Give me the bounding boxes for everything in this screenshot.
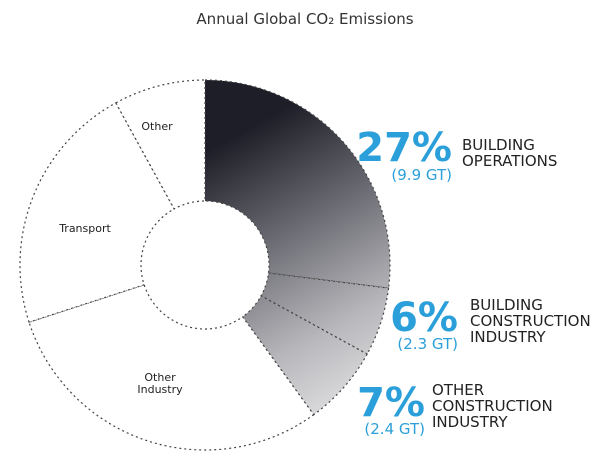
- segment-label: Transport: [59, 222, 111, 235]
- emissions-label: (9.9 GT): [391, 166, 452, 184]
- percent-label: 6%: [390, 295, 458, 341]
- donut-segment: [28, 284, 315, 451]
- donut-segment: [115, 79, 206, 210]
- percent-label: 7%: [357, 380, 425, 426]
- segment-label: BUILDING OPERATIONS: [462, 136, 558, 170]
- emissions-label: (2.4 GT): [364, 420, 425, 438]
- segment-label: Other: [141, 120, 173, 133]
- donut-segment: [204, 79, 391, 289]
- donut-segment: [19, 102, 175, 323]
- percent-label: 27%: [356, 125, 452, 171]
- chart-title: Annual Global CO₂ Emissions: [196, 10, 414, 28]
- segment-label: BUILDING CONSTRUCTION INDUSTRY: [470, 296, 591, 346]
- segment-label: OTHER CONSTRUCTION INDUSTRY: [432, 381, 553, 431]
- donut-segment: [260, 272, 390, 355]
- segment-label: Other Industry: [137, 371, 183, 396]
- emissions-label: (2.3 GT): [397, 335, 458, 353]
